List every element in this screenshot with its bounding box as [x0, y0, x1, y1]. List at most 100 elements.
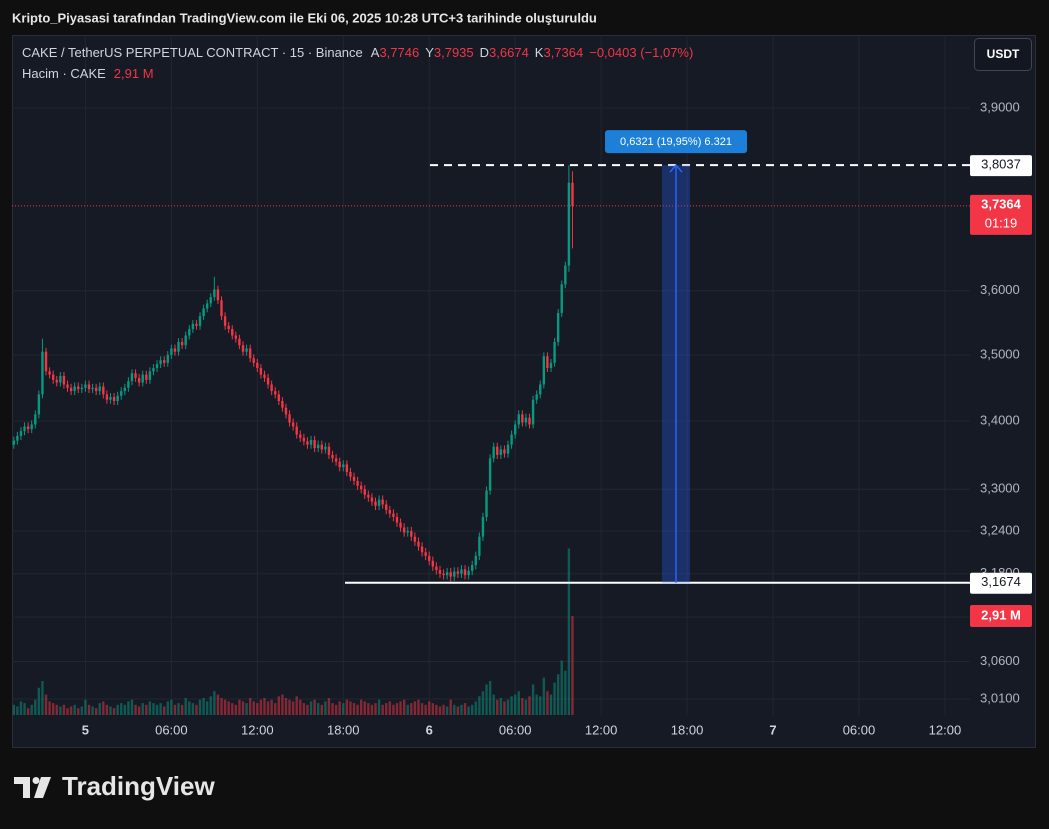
volume-bar: [30, 704, 33, 715]
x-tick-label: 12:00: [585, 722, 618, 737]
volume-bar: [302, 703, 306, 715]
volume-title: Hacim · CAKE: [22, 66, 106, 81]
candle-body: [567, 182, 571, 266]
candle-body: [84, 384, 87, 388]
volume-bar: [213, 691, 216, 715]
volume-bar: [202, 698, 205, 715]
volume-bar: [231, 703, 234, 715]
candle-body: [402, 527, 406, 533]
candle-body: [528, 417, 531, 425]
volume-bar: [127, 701, 130, 715]
volume-bar: [205, 701, 209, 715]
legend-key: K: [535, 45, 544, 60]
volume-bar: [263, 698, 266, 715]
candle-body: [406, 531, 409, 533]
volume-layer: [12, 548, 574, 715]
candle-body: [41, 351, 44, 395]
volume-bar: [191, 703, 195, 715]
volume-bar: [513, 694, 517, 715]
high-price-box: [970, 155, 1032, 177]
legend-value: 3,7364: [543, 45, 583, 60]
candle-body: [556, 312, 560, 342]
candle-body: [77, 386, 80, 390]
candle-body: [130, 373, 134, 382]
legend-title: CAKE / TetherUS PERPETUAL CONTRACT · 15 …: [22, 45, 363, 60]
volume-bar: [77, 708, 80, 715]
volume-bar: [281, 694, 284, 715]
candle-body: [470, 565, 474, 571]
candle-body: [435, 566, 438, 571]
candle-body: [331, 454, 334, 459]
candle-body: [560, 284, 563, 313]
volume-bar: [478, 696, 481, 715]
volume-bar: [445, 706, 449, 715]
candle-body: [238, 338, 241, 346]
candle-body: [105, 394, 109, 400]
volume-bar: [528, 696, 531, 715]
volume-bar: [266, 701, 270, 715]
candle-body: [542, 356, 546, 385]
candle-body: [442, 573, 445, 576]
volume-bar: [539, 696, 542, 715]
volume-bar: [428, 701, 431, 715]
volume-bar: [531, 684, 535, 715]
candle-body: [155, 364, 159, 369]
volume-bar: [256, 703, 259, 715]
candle-body: [256, 362, 259, 369]
candle-body: [392, 513, 395, 518]
volume-bar: [564, 670, 567, 715]
volume-bar: [506, 699, 510, 715]
volume-bar: [220, 698, 223, 715]
candle-body: [152, 368, 155, 372]
candle-body: [481, 517, 485, 537]
measure-label-box: [605, 130, 747, 154]
candle-body: [492, 446, 495, 459]
countdown-label: 01:19: [985, 215, 1018, 230]
candle-body: [367, 494, 370, 498]
logo-text: TradingView: [62, 771, 215, 801]
candle-body: [370, 497, 374, 502]
volume-bar: [41, 681, 44, 715]
candle-body: [34, 414, 37, 425]
candle-body: [428, 555, 431, 561]
candle-body: [503, 449, 506, 454]
chart-frame: [12, 35, 1036, 748]
x-tick-label: 5: [82, 722, 89, 737]
candle-body: [102, 386, 105, 395]
candle-body: [302, 437, 306, 442]
candle-body: [109, 397, 112, 400]
candle-body: [69, 387, 73, 392]
candle-body: [349, 471, 352, 477]
volume-bar: [37, 687, 41, 715]
candle-body: [205, 303, 209, 309]
volume-bar: [16, 706, 19, 715]
measure-label: 0,6321 (19,95%) 6.321: [620, 136, 732, 148]
candle-body: [234, 335, 238, 339]
currency-button-box[interactable]: [974, 38, 1032, 71]
volume-bar: [367, 703, 370, 715]
candle-body: [456, 571, 460, 574]
volume-bar: [377, 699, 381, 715]
volume-bar: [399, 701, 402, 715]
volume-bar: [392, 704, 395, 715]
volume-price-box: [970, 605, 1032, 628]
volume-bar: [306, 704, 309, 715]
candle-body: [184, 335, 187, 346]
volume-bar: [342, 703, 345, 715]
volume-bar: [216, 694, 220, 715]
volume-bar: [324, 701, 327, 715]
x-tick-label: 06:00: [155, 722, 188, 737]
volume-bar: [456, 706, 460, 715]
candle-body: [438, 570, 442, 574]
volume-bar: [453, 704, 456, 715]
candle-body: [55, 379, 58, 383]
candle-body: [252, 358, 255, 363]
currency-button[interactable]: USDT: [974, 38, 1032, 71]
axis-layer: 3,90003,60003,50003,40003,30003,24003,18…: [82, 100, 1032, 737]
volume-bar: [334, 704, 338, 715]
volume-bar: [180, 704, 184, 715]
currency-label[interactable]: USDT: [987, 47, 1020, 61]
candle-body: [377, 499, 381, 506]
candle-body: [499, 449, 503, 455]
